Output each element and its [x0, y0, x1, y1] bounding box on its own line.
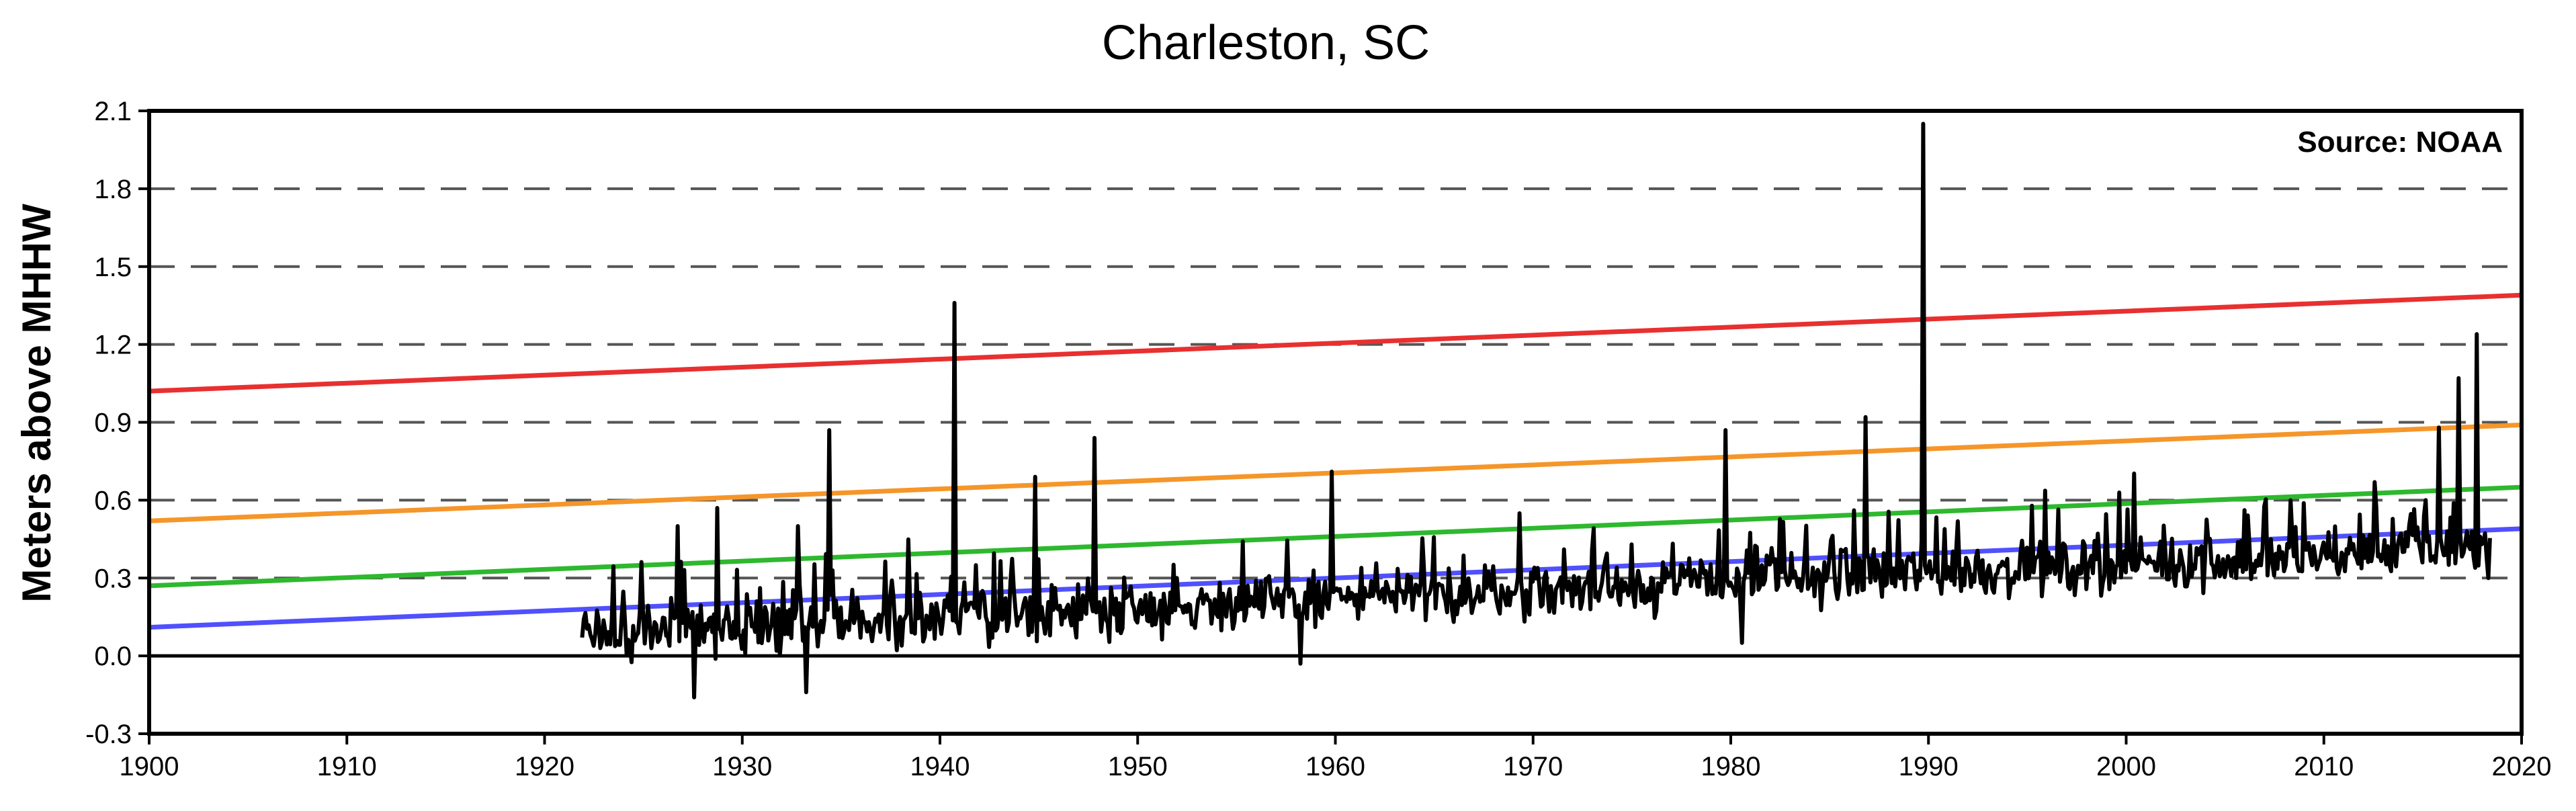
x-tick-label: 1920 — [515, 752, 574, 781]
x-tick-label: 1960 — [1305, 752, 1365, 781]
x-tick-label: 2020 — [2492, 752, 2552, 781]
y-tick-label: 1.8 — [94, 175, 132, 204]
axis-ticks: 1900 1910 1920 1930 1940 1950 1960 1970 1980 1990… — [85, 97, 2551, 781]
trend-line-red — [148, 292, 2522, 394]
observed-line — [580, 122, 2492, 699]
y-tick-label: 1.5 — [94, 253, 132, 282]
y-tick-label: 0.3 — [94, 564, 132, 593]
x-tick-label: 1900 — [120, 752, 179, 781]
y-axis-label: Meters above MHHW — [14, 204, 59, 603]
x-tick-label: 1980 — [1701, 752, 1761, 781]
observed-series — [580, 122, 2492, 699]
x-tick-label: 1940 — [910, 752, 970, 781]
x-tick-label: 2010 — [2294, 752, 2354, 781]
y-tick-label: -0.3 — [85, 720, 132, 749]
x-tick-label: 1970 — [1503, 752, 1563, 781]
x-tick-label: 1990 — [1899, 752, 1959, 781]
y-tick-label: 0.6 — [94, 486, 132, 515]
trend-line-green — [148, 484, 2522, 589]
gridlines — [149, 187, 2522, 658]
source-annotation: Source: NOAA — [2297, 126, 2503, 159]
trend-line-orange — [148, 422, 2522, 523]
x-tick-label: 1930 — [712, 752, 772, 781]
x-tick-label: 1950 — [1108, 752, 1168, 781]
y-tick-label: 0.0 — [94, 642, 132, 671]
y-tick-label: 0.9 — [94, 409, 132, 438]
x-tick-label: 1910 — [317, 752, 377, 781]
y-tick-label: 1.2 — [94, 331, 132, 360]
chart-title: Charleston, SC — [1102, 16, 1430, 70]
y-tick-label: 2.1 — [94, 97, 132, 126]
x-tick-label: 2000 — [2096, 752, 2156, 781]
